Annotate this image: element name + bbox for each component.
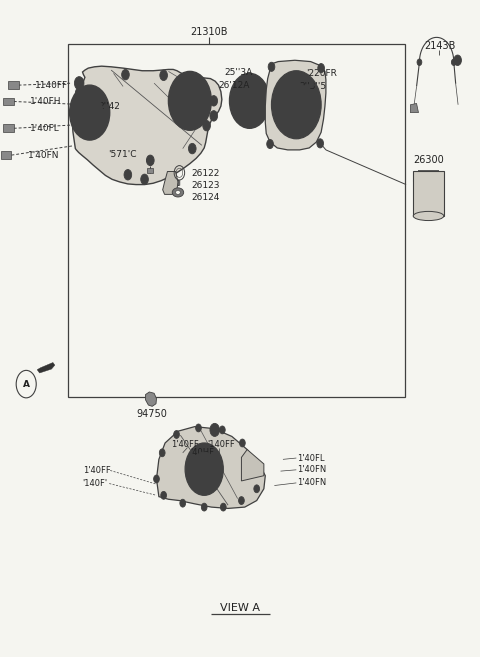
Circle shape bbox=[183, 91, 197, 110]
Circle shape bbox=[70, 85, 110, 140]
Circle shape bbox=[201, 503, 207, 511]
Text: 1'40FH: 1'40FH bbox=[30, 97, 61, 106]
Text: '140FF: '140FF bbox=[207, 440, 235, 449]
Circle shape bbox=[76, 95, 103, 131]
Circle shape bbox=[159, 449, 165, 457]
Circle shape bbox=[268, 62, 275, 72]
Text: 2''42: 2''42 bbox=[99, 102, 120, 110]
Circle shape bbox=[203, 120, 210, 131]
Circle shape bbox=[229, 74, 270, 128]
Circle shape bbox=[121, 70, 129, 80]
Circle shape bbox=[75, 88, 83, 98]
Text: 1'40FL: 1'40FL bbox=[30, 124, 60, 133]
Circle shape bbox=[254, 485, 260, 493]
Circle shape bbox=[83, 103, 96, 122]
Circle shape bbox=[185, 443, 223, 495]
Circle shape bbox=[124, 170, 132, 180]
Circle shape bbox=[219, 426, 225, 434]
Circle shape bbox=[417, 59, 422, 66]
Text: 1'40FN: 1'40FN bbox=[28, 150, 59, 160]
Polygon shape bbox=[163, 171, 178, 194]
Circle shape bbox=[196, 424, 201, 432]
Ellipse shape bbox=[172, 188, 184, 197]
Text: 1'40FN: 1'40FN bbox=[297, 478, 326, 487]
Polygon shape bbox=[72, 66, 222, 185]
Circle shape bbox=[161, 491, 167, 499]
Polygon shape bbox=[241, 449, 264, 481]
Text: VIEW A: VIEW A bbox=[220, 603, 260, 613]
Text: '40HF: '40HF bbox=[190, 447, 214, 457]
Circle shape bbox=[174, 430, 180, 438]
Circle shape bbox=[199, 461, 210, 477]
Circle shape bbox=[239, 497, 244, 505]
Circle shape bbox=[210, 110, 217, 121]
Circle shape bbox=[192, 452, 216, 486]
Bar bbox=[3, 97, 14, 105]
Text: '140F': '140F' bbox=[82, 479, 108, 488]
Text: 1'40FF: 1'40FF bbox=[171, 440, 199, 449]
Circle shape bbox=[318, 64, 324, 73]
Ellipse shape bbox=[413, 212, 444, 221]
Polygon shape bbox=[156, 426, 265, 509]
Circle shape bbox=[168, 72, 211, 130]
Text: '571'C: '571'C bbox=[108, 150, 137, 159]
Text: 1140FF: 1140FF bbox=[35, 81, 68, 89]
Polygon shape bbox=[37, 363, 55, 373]
Circle shape bbox=[210, 423, 219, 436]
Bar bbox=[1, 151, 12, 159]
Circle shape bbox=[74, 77, 84, 90]
Circle shape bbox=[220, 503, 226, 511]
Circle shape bbox=[160, 70, 168, 81]
Circle shape bbox=[176, 81, 204, 120]
Circle shape bbox=[451, 59, 456, 66]
Text: A: A bbox=[23, 380, 30, 388]
Polygon shape bbox=[145, 392, 156, 406]
Circle shape bbox=[281, 83, 312, 126]
Text: 2143B: 2143B bbox=[424, 41, 455, 51]
Text: 1'40FN: 1'40FN bbox=[297, 465, 326, 474]
Text: 26123: 26123 bbox=[192, 181, 220, 191]
Text: 1'40FL: 1'40FL bbox=[297, 453, 325, 463]
Circle shape bbox=[267, 139, 274, 148]
Circle shape bbox=[210, 96, 217, 106]
Circle shape bbox=[317, 139, 324, 148]
Polygon shape bbox=[410, 103, 419, 112]
Text: 1'40FF: 1'40FF bbox=[84, 466, 111, 475]
Polygon shape bbox=[265, 60, 326, 150]
Circle shape bbox=[236, 83, 263, 119]
Text: 26122: 26122 bbox=[192, 169, 220, 178]
Circle shape bbox=[141, 174, 148, 185]
Bar bbox=[3, 124, 14, 132]
Circle shape bbox=[196, 81, 203, 92]
Circle shape bbox=[240, 439, 245, 447]
Bar bbox=[147, 168, 153, 173]
Circle shape bbox=[309, 81, 314, 88]
Ellipse shape bbox=[176, 191, 180, 194]
Text: 26300: 26300 bbox=[413, 155, 444, 166]
Circle shape bbox=[189, 143, 196, 154]
Circle shape bbox=[154, 475, 159, 483]
Text: 26124: 26124 bbox=[192, 193, 220, 202]
Circle shape bbox=[454, 55, 461, 66]
Text: '220FR: '220FR bbox=[306, 69, 337, 78]
Text: 94750: 94750 bbox=[136, 409, 167, 419]
Bar bbox=[413, 171, 444, 216]
Circle shape bbox=[180, 499, 186, 507]
Text: 2''3''5: 2''3''5 bbox=[300, 82, 327, 91]
Text: 26'12A: 26'12A bbox=[218, 81, 250, 90]
Bar bbox=[8, 81, 19, 89]
Text: 21310B: 21310B bbox=[190, 27, 228, 37]
Text: 25''3A: 25''3A bbox=[225, 68, 253, 77]
Circle shape bbox=[272, 71, 321, 139]
Circle shape bbox=[146, 155, 154, 166]
